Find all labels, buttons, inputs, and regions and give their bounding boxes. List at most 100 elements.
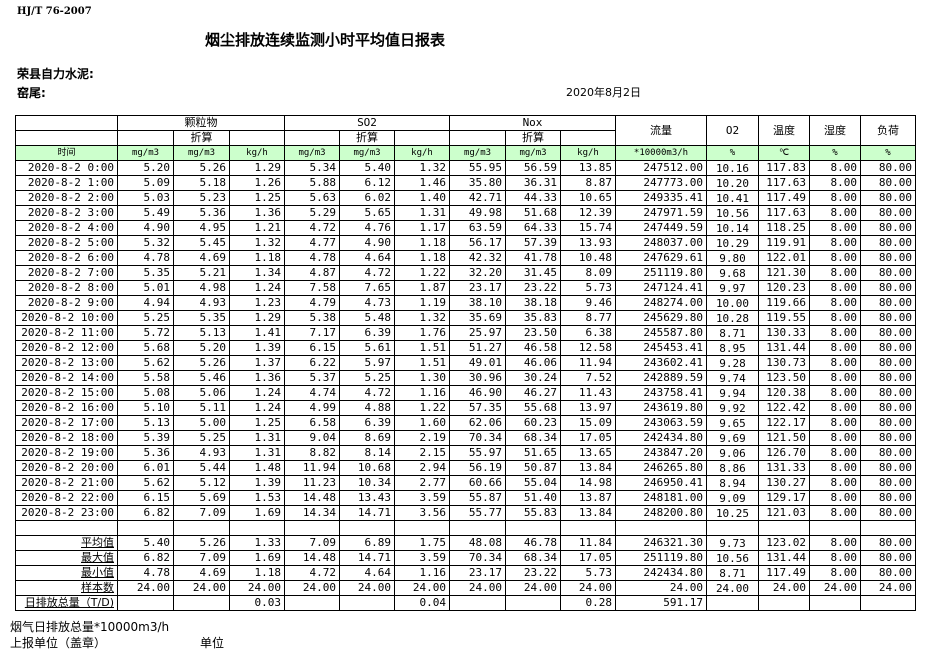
value-cell: 5.58	[117, 370, 174, 386]
value-cell: 8.00	[809, 385, 861, 401]
value-cell: 8.71	[706, 565, 759, 581]
value-cell: 1.51	[394, 355, 450, 371]
value-cell: 4.78	[117, 250, 174, 266]
value-cell: 7.65	[339, 280, 395, 296]
value-cell: 7.09	[284, 535, 340, 551]
table-row: 2020-8-2 1:00 5.09 5.18 1.26 5.88 6.12 1.46 35.…	[15, 175, 916, 191]
value-cell: 23.50	[505, 325, 561, 341]
value-cell: 5.25	[117, 310, 174, 326]
value-cell: 10.56	[706, 550, 759, 566]
value-cell: 245629.80	[615, 310, 707, 326]
value-cell: 8.00	[809, 220, 861, 236]
value-cell: 5.12	[173, 475, 230, 491]
value-cell: 117.49	[758, 190, 810, 206]
value-cell: 245587.80	[615, 325, 707, 341]
value-cell: 117.63	[758, 205, 810, 221]
time-cell: 2020-8-2 14:00	[15, 370, 118, 386]
value-cell: 1.75	[394, 535, 450, 551]
value-cell: 13.87	[560, 490, 616, 506]
table-row: 2020-8-2 12:00 5.68 5.20 1.39 6.15 5.61 1.51 51…	[15, 340, 916, 356]
report-date: 2020年8月2日	[566, 86, 641, 99]
value-cell: 36.31	[505, 175, 561, 191]
value-cell: 8.87	[560, 175, 616, 191]
value-cell: 55.97	[449, 445, 506, 461]
value-cell: 5.40	[339, 160, 395, 176]
value-cell: 24.00	[284, 580, 340, 596]
value-cell	[339, 595, 395, 611]
time-cell: 2020-8-2 20:00	[15, 460, 118, 476]
value-cell: 6.15	[117, 490, 174, 506]
value-cell: 8.00	[809, 445, 861, 461]
value-cell: 13.97	[560, 400, 616, 416]
value-cell: 4.72	[339, 385, 395, 401]
stats-label: 最小值	[15, 565, 118, 581]
value-cell: 1.24	[229, 385, 285, 401]
value-cell: 24.00	[173, 580, 230, 596]
value-cell: 5.40	[117, 535, 174, 551]
col-temperature: 温度	[758, 115, 810, 146]
value-cell: 4.64	[339, 565, 395, 581]
value-cell: 80.00	[860, 505, 916, 521]
value-cell: 6.38	[560, 325, 616, 341]
value-cell: 5.25	[173, 430, 230, 446]
value-cell: 5.26	[173, 160, 230, 176]
value-cell: 5.61	[339, 340, 395, 356]
value-cell: 1.41	[229, 325, 285, 341]
value-cell: 1.18	[394, 250, 450, 266]
table-row: 2020-8-2 18:00 5.39 5.25 1.31 9.04 8.69 2.19 70…	[15, 430, 916, 446]
value-cell: 243758.41	[615, 385, 707, 401]
value-cell: 80.00	[860, 310, 916, 326]
value-cell	[117, 595, 174, 611]
value-cell: 55.83	[505, 505, 561, 521]
unit-cell: mg/m3	[505, 145, 561, 161]
value-cell: 5.36	[173, 205, 230, 221]
value-cell: 10.16	[706, 160, 759, 176]
value-cell: 17.05	[560, 430, 616, 446]
value-cell: 9.69	[706, 430, 759, 446]
value-cell: 247124.41	[615, 280, 707, 296]
value-cell: 121.30	[758, 265, 810, 281]
table-row: 2020-8-2 3:00 5.49 5.36 1.36 5.29 5.65 1.31 49.…	[15, 205, 916, 221]
value-cell: 46.90	[449, 385, 506, 401]
value-cell: 5.63	[284, 190, 340, 206]
value-cell: 5.37	[284, 370, 340, 386]
value-cell: 5.49	[117, 205, 174, 221]
value-cell: 14.98	[560, 475, 616, 491]
value-cell: 80.00	[860, 190, 916, 206]
value-cell: 247971.59	[615, 205, 707, 221]
reporter-label: 上报单位（盖章）	[10, 636, 107, 650]
value-cell: 1.53	[229, 490, 285, 506]
value-cell: 24.00	[809, 580, 861, 596]
value-cell: 247449.59	[615, 220, 707, 236]
value-cell: 248200.80	[615, 505, 707, 521]
stats-row: 平均值 5.40 5.26 1.33 7.09 6.89 1.75 48.08 46.78 11.…	[15, 535, 916, 551]
time-cell: 2020-8-2 8:00	[15, 280, 118, 296]
value-cell: 1.36	[229, 205, 285, 221]
value-cell: 8.00	[809, 310, 861, 326]
value-cell: 25.97	[449, 325, 506, 341]
value-cell: 11.43	[560, 385, 616, 401]
value-cell: 123.50	[758, 370, 810, 386]
value-cell: 4.93	[173, 445, 230, 461]
time-cell: 2020-8-2 7:00	[15, 265, 118, 281]
value-cell: 2.15	[394, 445, 450, 461]
value-cell: 123.02	[758, 535, 810, 551]
value-cell: 5.97	[339, 355, 395, 371]
value-cell: 5.32	[117, 235, 174, 251]
value-cell: 5.01	[117, 280, 174, 296]
value-cell: 242889.59	[615, 370, 707, 386]
value-cell: 249335.41	[615, 190, 707, 206]
value-cell: 23.17	[449, 280, 506, 296]
value-cell: 8.00	[809, 280, 861, 296]
value-cell: 13.93	[560, 235, 616, 251]
value-cell: 5.03	[117, 190, 174, 206]
col-flow: 流量	[615, 115, 707, 146]
value-cell: 126.70	[758, 445, 810, 461]
header-row-groups: 颗粒物 SO2 Nox 流量 O2 温度 湿度 负荷	[15, 115, 916, 146]
value-cell: 10.29	[706, 235, 759, 251]
time-cell: 2020-8-2 12:00	[15, 340, 118, 356]
value-cell: 5.34	[284, 160, 340, 176]
value-cell: 51.27	[449, 340, 506, 356]
group-particulate: 颗粒物	[117, 115, 285, 131]
value-cell: 4.72	[284, 220, 340, 236]
